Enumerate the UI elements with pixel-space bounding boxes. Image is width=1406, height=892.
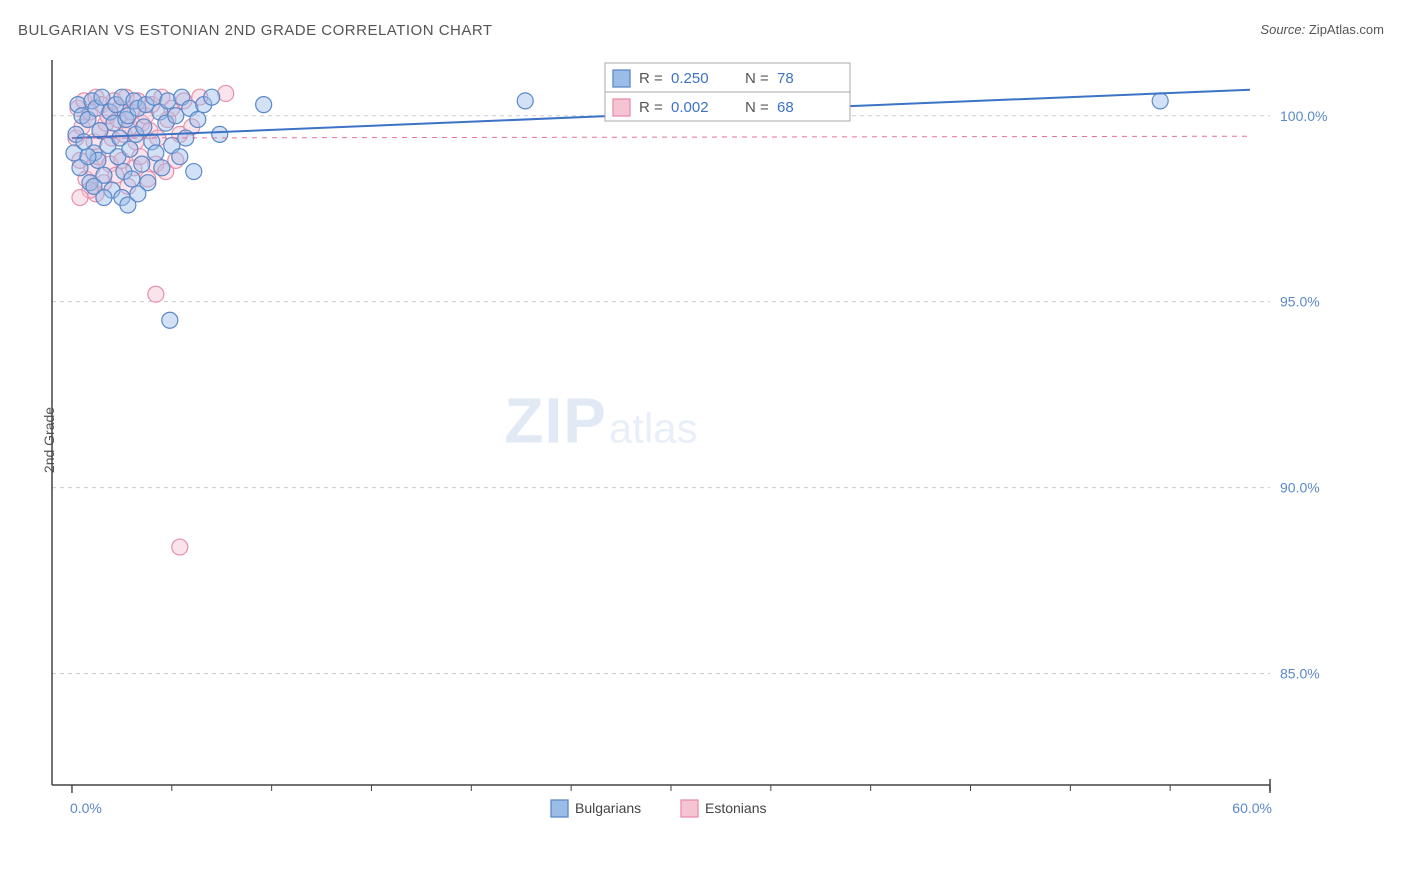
scatter-point	[1152, 93, 1168, 109]
stats-box: R = 0.250 N = 78 R = 0.002 N = 68	[605, 63, 850, 121]
scatter-point	[154, 160, 170, 176]
source-value: ZipAtlas.com	[1309, 22, 1384, 37]
scatter-plot: 85.0% 90.0% 95.0% 100.0% ZIPatlas 0.0% 60.0% R …	[50, 60, 1340, 830]
svg-text:0.250: 0.250	[671, 70, 709, 87]
legend-swatch	[613, 99, 630, 116]
legend-label: Bulgarians	[575, 800, 641, 816]
scatter-point	[186, 164, 202, 180]
scatter-point	[96, 190, 112, 206]
y-tick-label: 85.0%	[1280, 665, 1320, 681]
legend-swatch	[551, 800, 568, 817]
svg-text:N =: N =	[745, 70, 769, 87]
svg-text:68: 68	[777, 99, 794, 116]
svg-text:R =: R =	[639, 99, 663, 116]
legend-swatch	[613, 70, 630, 87]
svg-text:0.002: 0.002	[671, 99, 709, 116]
legend-label: Estonians	[705, 800, 766, 816]
svg-text:78: 78	[777, 70, 794, 87]
legend-swatch	[681, 800, 698, 817]
x-tick-label: 60.0%	[1232, 800, 1272, 816]
chart-source: Source: ZipAtlas.com	[1260, 22, 1384, 37]
bottom-legend: Bulgarians Estonians	[551, 800, 766, 817]
y-tick-label: 100.0%	[1280, 108, 1327, 124]
scatter-point	[122, 141, 138, 157]
scatter-point	[148, 286, 164, 302]
y-tick-label: 95.0%	[1280, 294, 1320, 310]
source-label: Source:	[1260, 22, 1305, 37]
scatter-point	[162, 312, 178, 328]
scatter-point	[172, 539, 188, 555]
svg-text:R =: R =	[639, 70, 663, 87]
scatter-point	[124, 171, 140, 187]
chart-title: BULGARIAN VS ESTONIAN 2ND GRADE CORRELAT…	[18, 22, 493, 39]
scatter-point	[190, 111, 206, 127]
scatter-point	[80, 149, 96, 165]
scatter-point	[136, 119, 152, 135]
scatter-point	[134, 156, 150, 172]
scatter-point	[172, 149, 188, 165]
x-tick-label: 0.0%	[70, 800, 102, 816]
y-tick-label: 90.0%	[1280, 480, 1320, 496]
scatter-point	[256, 97, 272, 113]
scatter-point	[212, 126, 228, 142]
svg-text:ZIPatlas: ZIPatlas	[504, 385, 697, 457]
scatter-point	[148, 145, 164, 161]
scatter-point	[204, 89, 220, 105]
scatter-point	[517, 93, 533, 109]
scatter-point	[72, 190, 88, 206]
trend-line	[72, 136, 1250, 138]
scatter-point	[130, 186, 146, 202]
svg-text:N =: N =	[745, 99, 769, 116]
